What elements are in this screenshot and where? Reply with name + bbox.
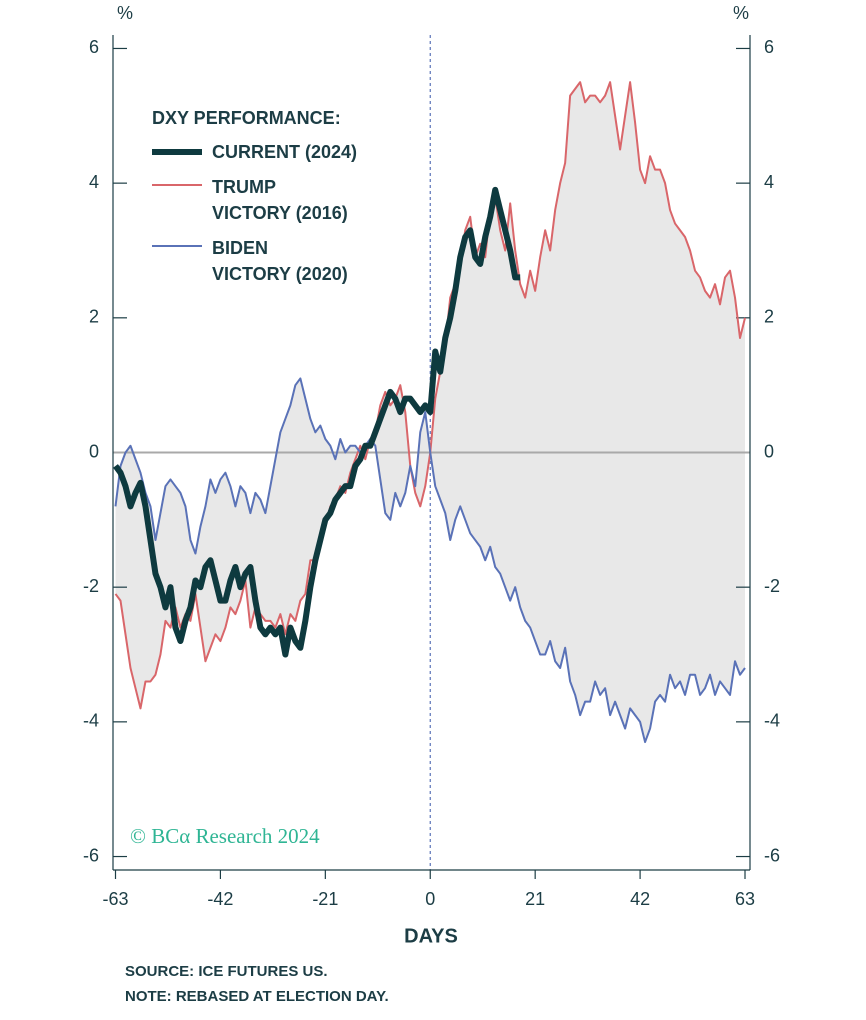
y-tick-label-right: -2 <box>764 576 780 596</box>
x-tick-label: 63 <box>735 889 755 909</box>
legend-label: TRUMP VICTORY (2016) <box>212 177 348 223</box>
legend-swatch <box>152 245 202 247</box>
y-unit-right: % <box>733 3 749 23</box>
y-tick-label-right: -4 <box>764 711 780 731</box>
rebase-note: NOTE: REBASED AT ELECTION DAY. <box>125 988 389 1005</box>
legend: DXY PERFORMANCE: CURRENT (2024) TRUMP VIC… <box>152 108 357 296</box>
x-axis-label: DAYS <box>404 925 458 947</box>
source-note: SOURCE: ICE FUTURES US. <box>125 963 328 980</box>
y-tick-label-right: -6 <box>764 845 780 865</box>
y-tick-label-right: 2 <box>764 307 774 327</box>
y-tick-label-left: 4 <box>89 172 99 192</box>
series-line <box>114 377 746 744</box>
y-tick-label-left: 6 <box>89 37 99 57</box>
x-tick-label: 21 <box>525 889 545 909</box>
legend-swatch <box>152 184 202 186</box>
y-tick-label-left: -6 <box>83 845 99 865</box>
watermark: © BCα Research 2024 <box>130 824 320 848</box>
series-line <box>113 186 521 658</box>
y-tick-label-right: 0 <box>764 441 774 461</box>
legend-label: BIDEN VICTORY (2020) <box>212 238 348 284</box>
spread-area <box>115 82 746 743</box>
y-tick-label-left: 2 <box>89 307 99 327</box>
y-tick-label-right: 4 <box>764 172 774 192</box>
x-tick-label: -63 <box>102 889 128 909</box>
legend-item: BIDEN VICTORY (2020) <box>152 235 357 287</box>
x-tick-label: -42 <box>207 889 233 909</box>
legend-title: DXY PERFORMANCE: <box>152 108 341 128</box>
y-tick-label-left: -4 <box>83 711 99 731</box>
y-unit-left: % <box>117 3 133 23</box>
x-tick-label: 42 <box>630 889 650 909</box>
legend-label: CURRENT (2024) <box>212 142 358 162</box>
x-tick-label: -21 <box>312 889 338 909</box>
y-tick-label-left: 0 <box>89 441 99 461</box>
y-tick-label-right: 6 <box>764 37 774 57</box>
legend-swatch <box>152 149 202 155</box>
legend-item: TRUMP VICTORY (2016) <box>152 174 357 226</box>
y-tick-label-left: -2 <box>83 576 99 596</box>
legend-item: CURRENT (2024) <box>152 139 357 165</box>
x-tick-label: 0 <box>425 889 435 909</box>
